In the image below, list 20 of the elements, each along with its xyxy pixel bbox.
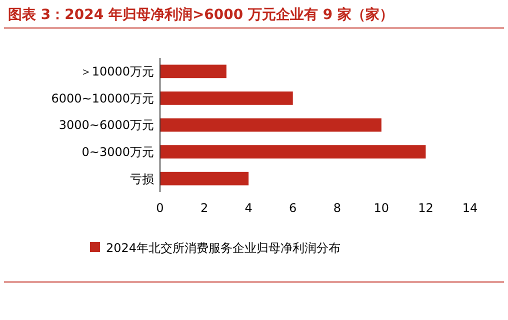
x-tick-label: 2 (200, 201, 208, 215)
legend-label: 2024年北交所消费服务企业归母净利润分布 (106, 241, 341, 256)
y-tick-label: 亏损 (130, 172, 154, 186)
bar (160, 92, 293, 105)
x-tick-label: 4 (244, 201, 252, 215)
y-tick-label: ＞10000万元 (80, 64, 154, 79)
bar (160, 118, 382, 132)
x-tick-label: 12 (418, 201, 434, 215)
bar (160, 145, 426, 158)
bar (160, 172, 249, 186)
bar (160, 64, 226, 78)
x-tick-label: 6 (289, 201, 297, 215)
x-tick-label: 14 (462, 201, 478, 215)
x-tick-label: 0 (156, 201, 164, 215)
x-tick-label: 10 (374, 201, 390, 215)
chart-title: 图表 3：2024 年归母净利润>6000 万元企业有 9 家（家） (8, 6, 394, 23)
y-tick-label: 6000~10000万元 (51, 91, 154, 106)
y-tick-label: 0~3000万元 (82, 145, 154, 159)
y-tick-label: 3000~6000万元 (58, 118, 154, 132)
x-tick-label: 8 (333, 201, 341, 215)
